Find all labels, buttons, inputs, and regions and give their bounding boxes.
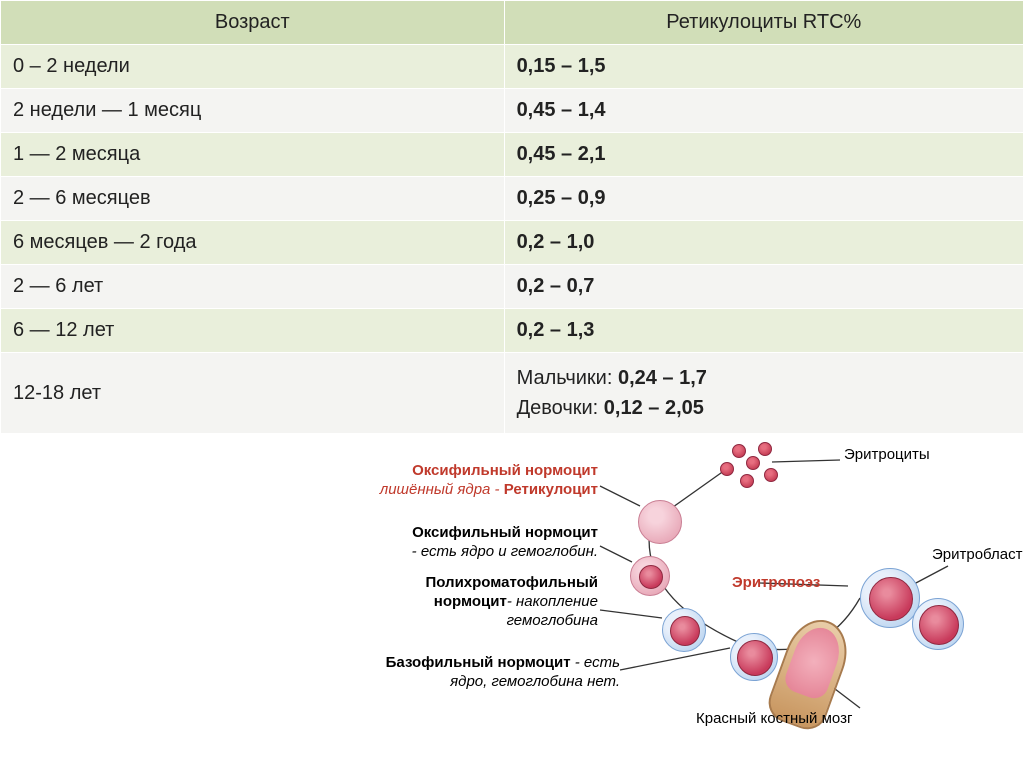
erythrocyte-icon <box>758 442 772 456</box>
basophil-cell-icon-nucleus-icon <box>737 640 773 676</box>
cell-age: 6 — 12 лет <box>1 309 505 353</box>
polychrom-cell-icon-nucleus-icon <box>670 616 700 646</box>
cell-rtc: 0,2 – 1,3 <box>504 309 1023 353</box>
polychrom-cell-icon <box>662 608 706 652</box>
label-oxyphil: Оксифильный нормоцит - есть ядро и гемог… <box>350 524 598 562</box>
table-row: 12-18 летМальчики: 0,24 – 1,7Девочки: 0,… <box>1 353 1024 434</box>
reticulocyte-cell-icon <box>638 500 682 544</box>
erythrocyte-icon <box>732 444 746 458</box>
cell-rtc: Мальчики: 0,24 – 1,7Девочки: 0,12 – 2,05 <box>504 353 1023 434</box>
rtc-reference-table: Возраст Ретикулоциты RTC% 0 – 2 недели0,… <box>0 0 1024 434</box>
table-row: 2 — 6 месяцев0,25 – 0,9 <box>1 177 1024 221</box>
erythroblast-cell-icon <box>860 568 920 628</box>
label-marrow: Красный костный мозг <box>696 710 852 729</box>
erythropoiesis-diagram: Эритроциты Оксифильный нормоцит лишённый… <box>300 438 1020 738</box>
label-erythrocytes: Эритроциты <box>844 446 930 465</box>
table-row: 2 — 6 лет0,2 – 0,7 <box>1 265 1024 309</box>
cell-rtc: 0,2 – 1,0 <box>504 221 1023 265</box>
table-row: 2 недели — 1 месяц0,45 – 1,4 <box>1 89 1024 133</box>
cell-age: 2 — 6 лет <box>1 265 505 309</box>
col-header-age: Возраст <box>1 1 505 45</box>
oxyphil-cell-icon-nucleus-icon <box>639 565 663 589</box>
cell-rtc: 0,45 – 1,4 <box>504 89 1023 133</box>
cell-age: 0 – 2 недели <box>1 45 505 89</box>
cell-age: 12-18 лет <box>1 353 505 434</box>
erythrocyte-icon <box>764 468 778 482</box>
erythrocyte-icon <box>746 456 760 470</box>
erythroblast-cell-icon <box>912 598 964 650</box>
cell-rtc: 0,45 – 2,1 <box>504 133 1023 177</box>
cell-age: 2 — 6 месяцев <box>1 177 505 221</box>
label-polychrom: Полихроматофильный нормоцит- накопление … <box>350 574 598 630</box>
cell-age: 2 недели — 1 месяц <box>1 89 505 133</box>
erythrocyte-icon <box>740 474 754 488</box>
label-erythroblast: Эритробласт <box>932 546 1022 565</box>
table-row: 6 — 12 лет0,2 – 1,3 <box>1 309 1024 353</box>
cell-age: 6 месяцев — 2 года <box>1 221 505 265</box>
table-row: 6 месяцев — 2 года0,2 – 1,0 <box>1 221 1024 265</box>
table-row: 0 – 2 недели0,15 – 1,5 <box>1 45 1024 89</box>
cell-rtc: 0,15 – 1,5 <box>504 45 1023 89</box>
cell-age: 1 — 2 месяца <box>1 133 505 177</box>
col-header-rtc: Ретикулоциты RTC% <box>504 1 1023 45</box>
cell-rtc: 0,2 – 0,7 <box>504 265 1023 309</box>
label-basophil: Базофильный нормоцит - есть ядро, гемогл… <box>340 654 620 692</box>
erythroblast-cell-icon-nucleus-icon <box>869 577 913 621</box>
label-reticulocyte: Оксифильный нормоцит лишённый ядра - Рет… <box>358 462 598 500</box>
erythroblast-cell-icon-nucleus-icon <box>919 605 959 645</box>
label-erythropoesis: Эритропоэз <box>732 574 820 593</box>
cell-rtc: 0,25 – 0,9 <box>504 177 1023 221</box>
erythrocyte-icon <box>720 462 734 476</box>
basophil-cell-icon <box>730 633 778 681</box>
oxyphil-cell-icon <box>630 556 670 596</box>
table-row: 1 — 2 месяца0,45 – 2,1 <box>1 133 1024 177</box>
